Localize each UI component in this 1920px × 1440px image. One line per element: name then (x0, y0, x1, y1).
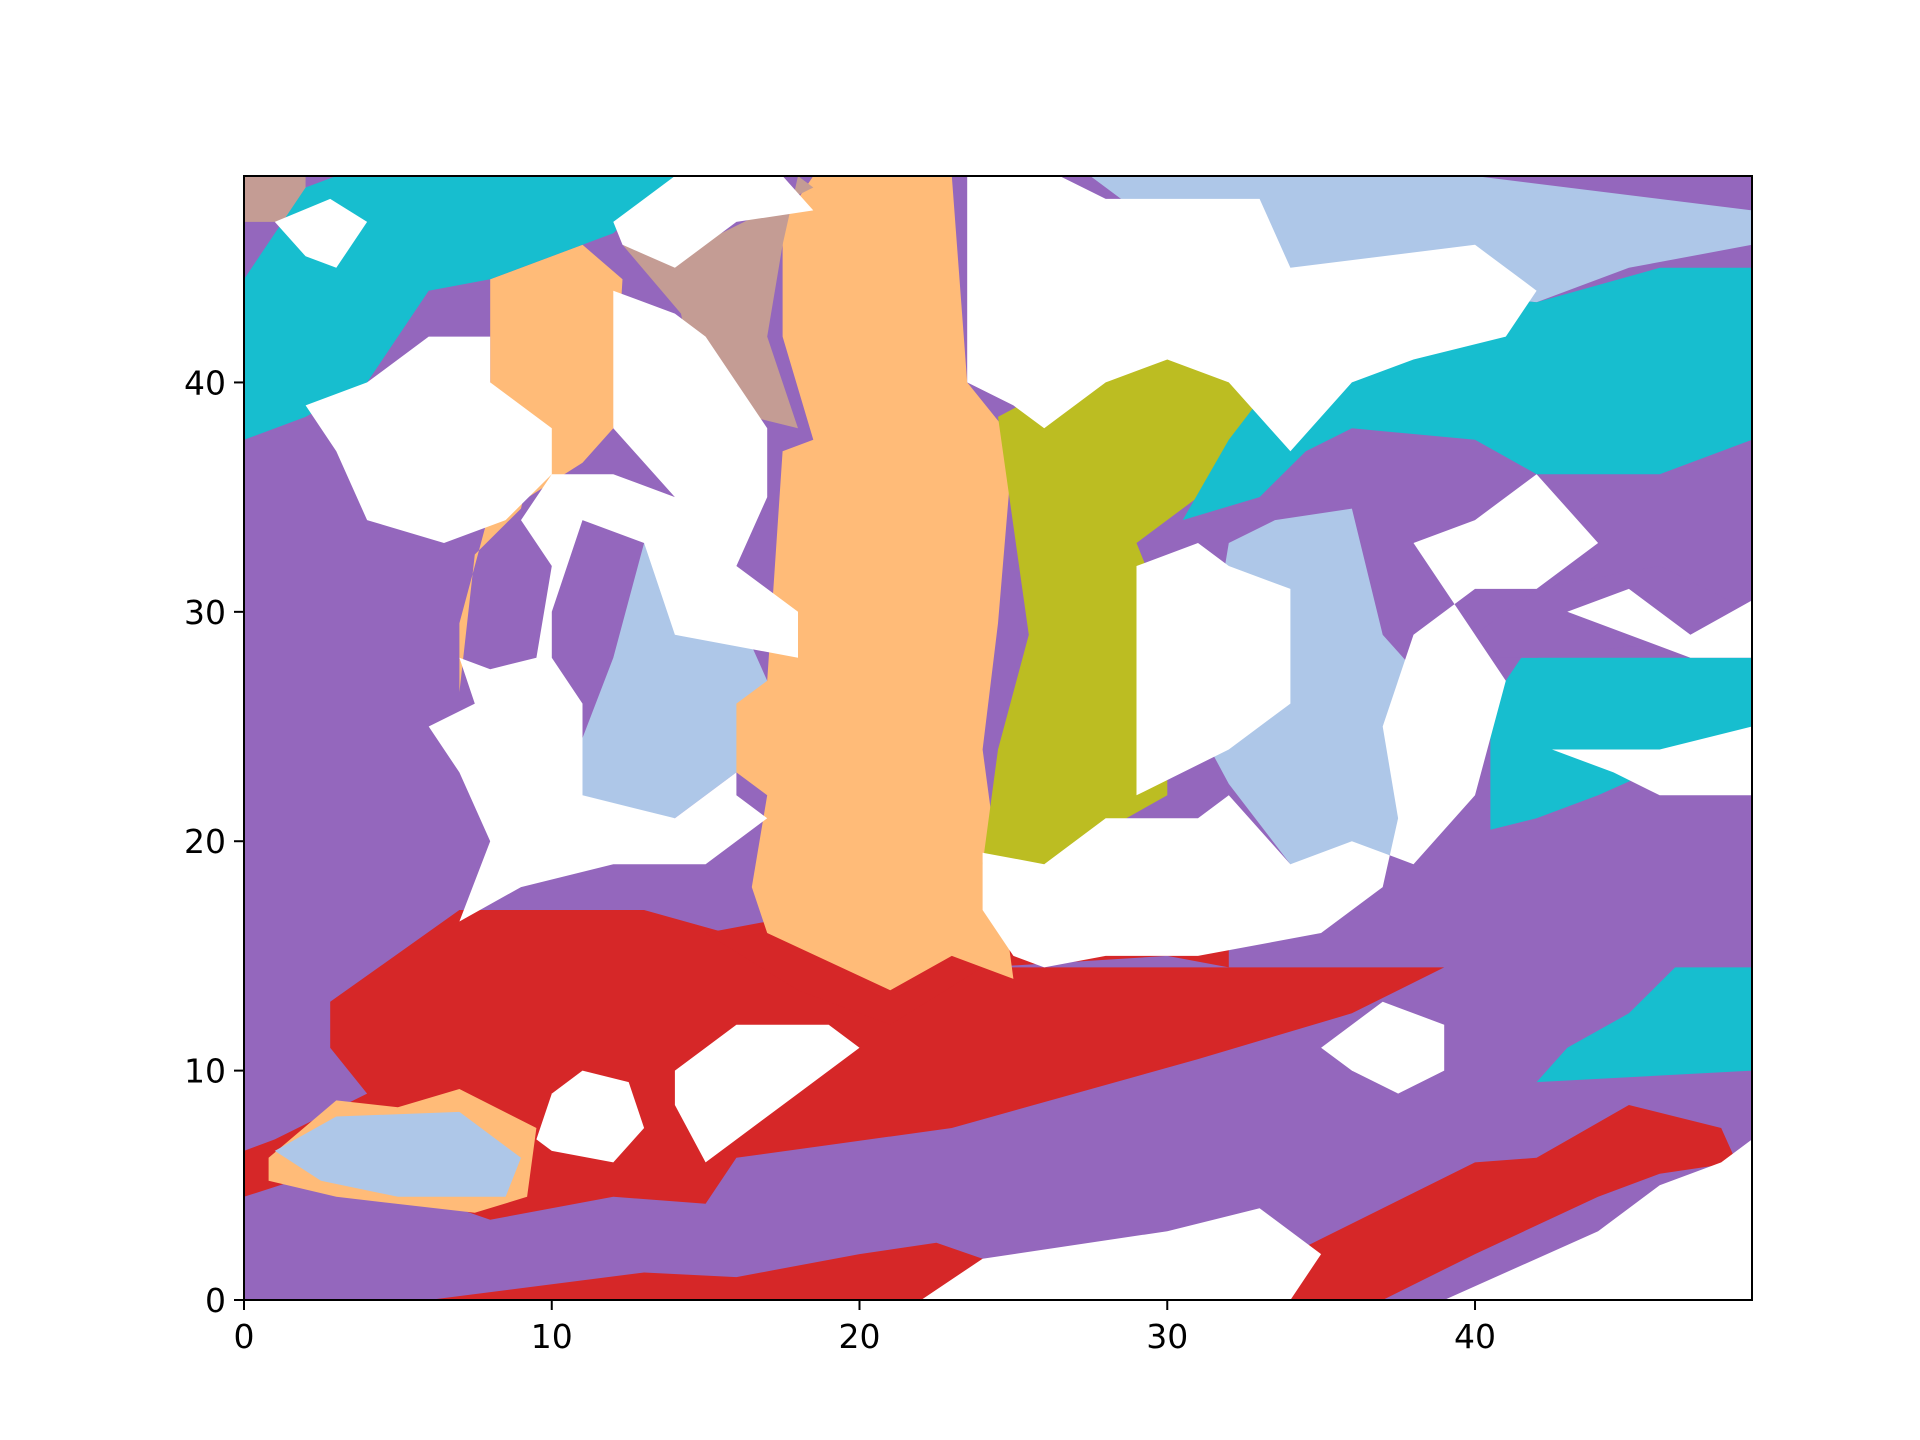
x-tick-label-3: 30 (1146, 1317, 1188, 1356)
x-axis: 0 10 20 30 40 (234, 1300, 1496, 1356)
y-axis: 0 10 20 30 40 (184, 363, 244, 1320)
x-tick-label-0: 0 (234, 1317, 255, 1356)
contour-region-white-12 (1552, 726, 1752, 796)
contour-region-red-1 (244, 910, 1445, 1300)
y-tick-label-2: 20 (184, 822, 226, 861)
contour-region-white-13 (1567, 588, 1752, 658)
plot-area (244, 176, 1752, 1300)
contour-region-peach-7 (721, 176, 1014, 991)
plot-frame (243, 175, 1753, 1301)
x-tick-label-2: 20 (839, 1317, 881, 1356)
contour-region-red-3 (1074, 1105, 1737, 1300)
contour-region-taupe-10 (244, 176, 306, 222)
contour-region-cyan-18 (1536, 967, 1752, 1083)
contour-region-white-5 (982, 474, 1599, 968)
y-tick-label-1: 10 (184, 1052, 226, 1091)
contour-region-light_blue-12 (582, 497, 768, 819)
contour-region-white-3 (428, 290, 798, 922)
x-tick-label-4: 40 (1454, 1317, 1496, 1356)
contour-region-white-9 (536, 1070, 645, 1163)
contour-region-white-10 (674, 1024, 860, 1163)
contour-region-white-8 (1444, 1139, 1752, 1300)
contour-region-white-11 (1321, 1001, 1445, 1094)
contour-region-white-1 (274, 198, 368, 268)
x-tick-label-1: 10 (531, 1317, 573, 1356)
contour-region-taupe-9 (622, 176, 814, 429)
contour-region-cyan-16 (1182, 267, 1752, 521)
contour-region-white-7 (921, 1208, 1322, 1300)
contour-region-white-0 (613, 176, 814, 268)
y-tick-label-0: 0 (205, 1281, 226, 1320)
contour-region-white-6 (1136, 543, 1291, 796)
contour-region-white-4 (967, 176, 1537, 452)
contour-region-cyan-17 (1490, 657, 1752, 830)
y-tick-label-4: 40 (184, 363, 226, 402)
contour-region-red-2 (428, 1242, 1014, 1300)
contour-region-white-2 (305, 336, 552, 543)
y-tick-label-3: 30 (184, 593, 226, 632)
contour-region-light_blue-6 (274, 1111, 521, 1197)
